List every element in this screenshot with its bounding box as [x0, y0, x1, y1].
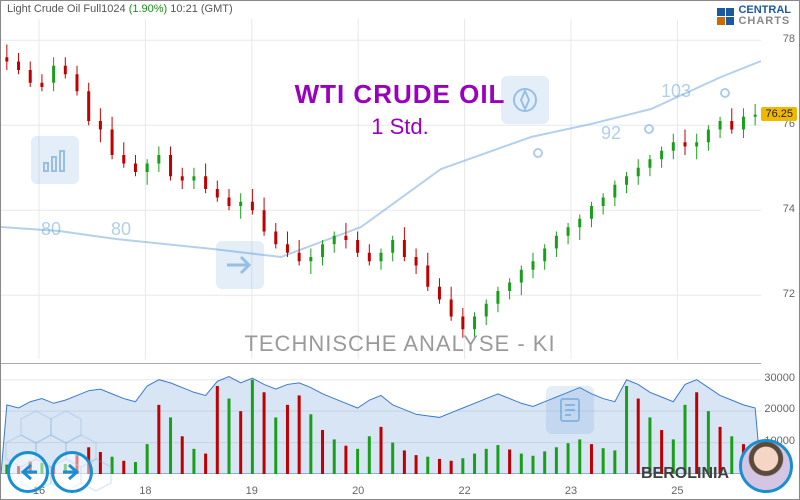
nav-controls	[7, 451, 93, 493]
y-tick-label: 78	[783, 33, 795, 45]
x-tick-label: 19	[246, 485, 258, 497]
pct-change: (1.90%)	[129, 3, 168, 15]
price-y-axis: 7274767876.25	[759, 19, 799, 359]
chart-header: Light Crude Oil Full1024 (1.90%) 10:21 (…	[7, 3, 233, 15]
price-chart-svg	[1, 19, 761, 359]
current-price-tag: 76.25	[761, 107, 797, 121]
watermark-doc-icon	[546, 386, 594, 434]
central-charts-logo: CENTRAL CHARTS	[717, 5, 791, 27]
x-tick-label: 23	[565, 485, 577, 497]
chart-title-overlay: WTI CRUDE OIL 1 Std.	[295, 79, 506, 140]
y-tick-label: 72	[783, 288, 795, 300]
arrow-right-icon	[61, 461, 83, 483]
logo-icon	[717, 8, 734, 25]
title-timeframe: 1 Std.	[295, 114, 506, 140]
assistant-avatar[interactable]	[739, 439, 793, 493]
indicator-label: 92	[601, 123, 621, 144]
instrument-name: Light Crude Oil Full1024	[7, 3, 126, 15]
vol-y-tick-label: 30000	[764, 372, 795, 384]
y-tick-label: 74	[783, 203, 795, 215]
title-instrument: WTI CRUDE OIL	[295, 79, 506, 110]
watermark-arrow-icon	[216, 241, 264, 289]
watermark-compass-icon	[501, 76, 549, 124]
nav-prev-button[interactable]	[7, 451, 49, 493]
indicator-dot	[533, 148, 543, 158]
indicator-dot	[720, 88, 730, 98]
vol-y-tick-label: 20000	[764, 403, 795, 415]
indicator-label: 80	[41, 219, 61, 240]
brand-label: BEROLINIA	[641, 465, 729, 483]
x-tick-label: 22	[458, 485, 470, 497]
logo-line2: CHARTS	[738, 16, 791, 27]
section-label: TECHNISCHE ANALYSE - KI	[244, 331, 555, 357]
watermark-chart-icon	[31, 136, 79, 184]
arrow-left-icon	[17, 461, 39, 483]
indicator-label: 103	[661, 81, 691, 102]
indicator-dot	[644, 124, 654, 134]
x-tick-label: 25	[671, 485, 683, 497]
nav-next-button[interactable]	[51, 451, 93, 493]
x-tick-label: 20	[352, 485, 364, 497]
price-chart[interactable]: 80 80 92 103	[1, 19, 761, 359]
timestamp: 10:21 (GMT)	[170, 3, 232, 15]
indicator-label: 80	[111, 219, 131, 240]
